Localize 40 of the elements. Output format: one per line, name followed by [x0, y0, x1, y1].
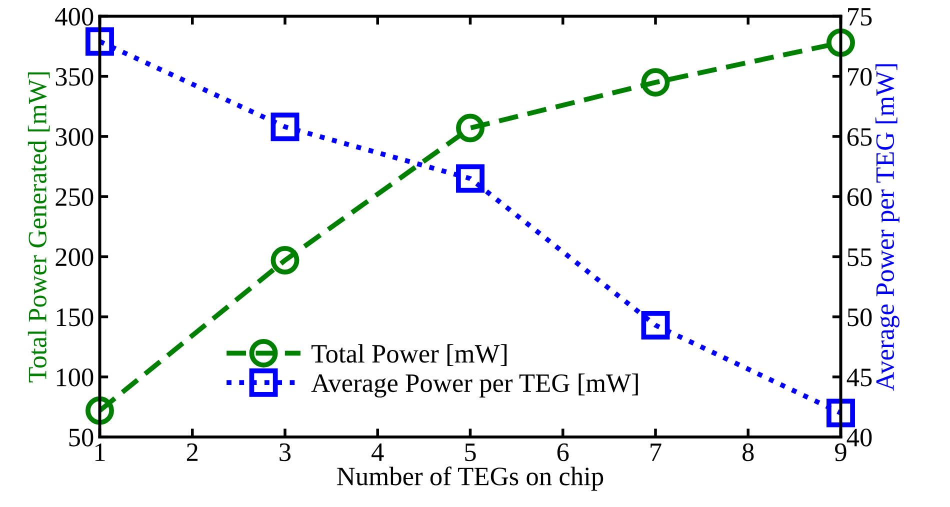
point: [456, 164, 484, 193]
y2-axis-title: Average Power per TEG [mW]: [875, 64, 900, 391]
x-tick-label: 4: [372, 444, 384, 461]
y2-tick-label: 45: [846, 368, 872, 386]
point: [641, 310, 670, 340]
y2-tick-label: 65: [847, 128, 872, 146]
x-tick-label: 6: [557, 443, 569, 462]
y-tick-label: 250: [56, 188, 94, 206]
x-tick-label: 5: [465, 444, 476, 462]
y2-tick-label: 70: [848, 68, 872, 86]
legend-label: Total Power [mW]: [312, 344, 507, 366]
point: [826, 398, 855, 428]
y-tick-label: 200: [56, 248, 94, 266]
x-tick-label: 7: [650, 444, 662, 461]
x-axis-title: Number of TEGs on chip: [337, 466, 604, 491]
x-tick-label: 3: [280, 443, 291, 462]
x-tick-label: 8: [742, 443, 754, 462]
y-tick-label: 300: [56, 128, 94, 146]
point: [86, 396, 114, 425]
point: [270, 112, 300, 142]
y-axis-title: Total Power Generated [mW]: [28, 72, 50, 382]
x-tick-label: 2: [186, 443, 198, 461]
y2-tick-label: 75: [848, 8, 872, 26]
y2-tick-label: 50: [848, 308, 872, 326]
y-tick-label: 400: [55, 8, 94, 26]
point: [826, 28, 855, 57]
point: [641, 68, 670, 97]
legend-label: Average Power per TEG [mW]: [311, 374, 638, 398]
point: [270, 246, 300, 275]
y2-tick-label: 60: [847, 188, 872, 206]
y2-tick-label: 40: [846, 428, 872, 446]
y2-tick-label: 55: [848, 248, 872, 266]
point: [456, 114, 484, 142]
y-tick-label: 50: [69, 428, 94, 446]
x-tick-label: 9: [835, 443, 846, 462]
y-tick-label: 350: [56, 68, 94, 86]
y-tick-label: 100: [56, 368, 94, 386]
point: [86, 27, 114, 56]
y-tick-label: 150: [56, 308, 94, 326]
x-tick-label: 1: [95, 443, 105, 461]
